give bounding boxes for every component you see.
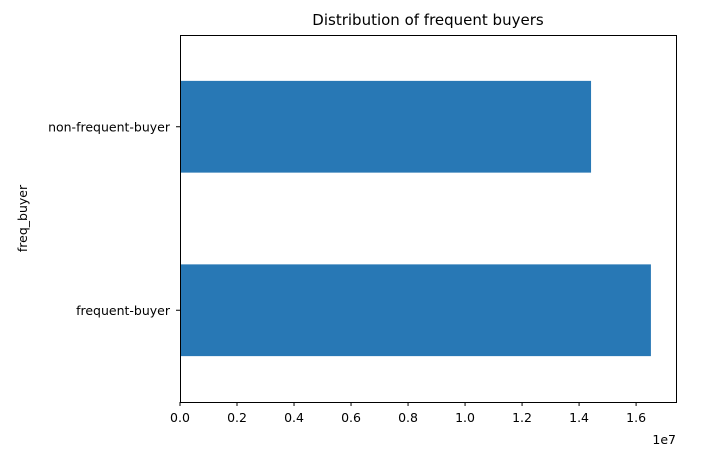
bar-frequent-buyer [180, 264, 651, 357]
chart-title: Distribution of frequent buyers [312, 11, 544, 29]
y-axis-ticks: frequent-buyer non-frequent-buyer [48, 119, 180, 318]
y-tick-label: frequent-buyer [76, 303, 171, 318]
x-tick-label: 0.6 [341, 410, 361, 425]
x-tick-label: 1.4 [569, 410, 589, 425]
bar-non-frequent-buyer [180, 80, 592, 173]
x-tick-label: 0.4 [284, 410, 304, 425]
y-tick-label: non-frequent-buyer [48, 119, 171, 134]
x-axis-ticks: 0.0 0.2 0.4 0.6 0.8 1.0 1.2 1.4 1.6 [170, 402, 646, 425]
x-tick-label: 1.2 [512, 410, 532, 425]
bars-group [180, 80, 651, 357]
plot-frame [180, 35, 677, 403]
x-tick-label: 0.2 [227, 410, 247, 425]
x-tick-label: 1.6 [626, 410, 646, 425]
x-axis-offset-text: 1e7 [652, 432, 676, 447]
x-tick-label: 1.0 [455, 410, 475, 425]
x-tick-label: 0.0 [170, 410, 190, 425]
x-tick-label: 0.8 [398, 410, 418, 425]
y-axis-label: freq_buyer [15, 184, 30, 252]
